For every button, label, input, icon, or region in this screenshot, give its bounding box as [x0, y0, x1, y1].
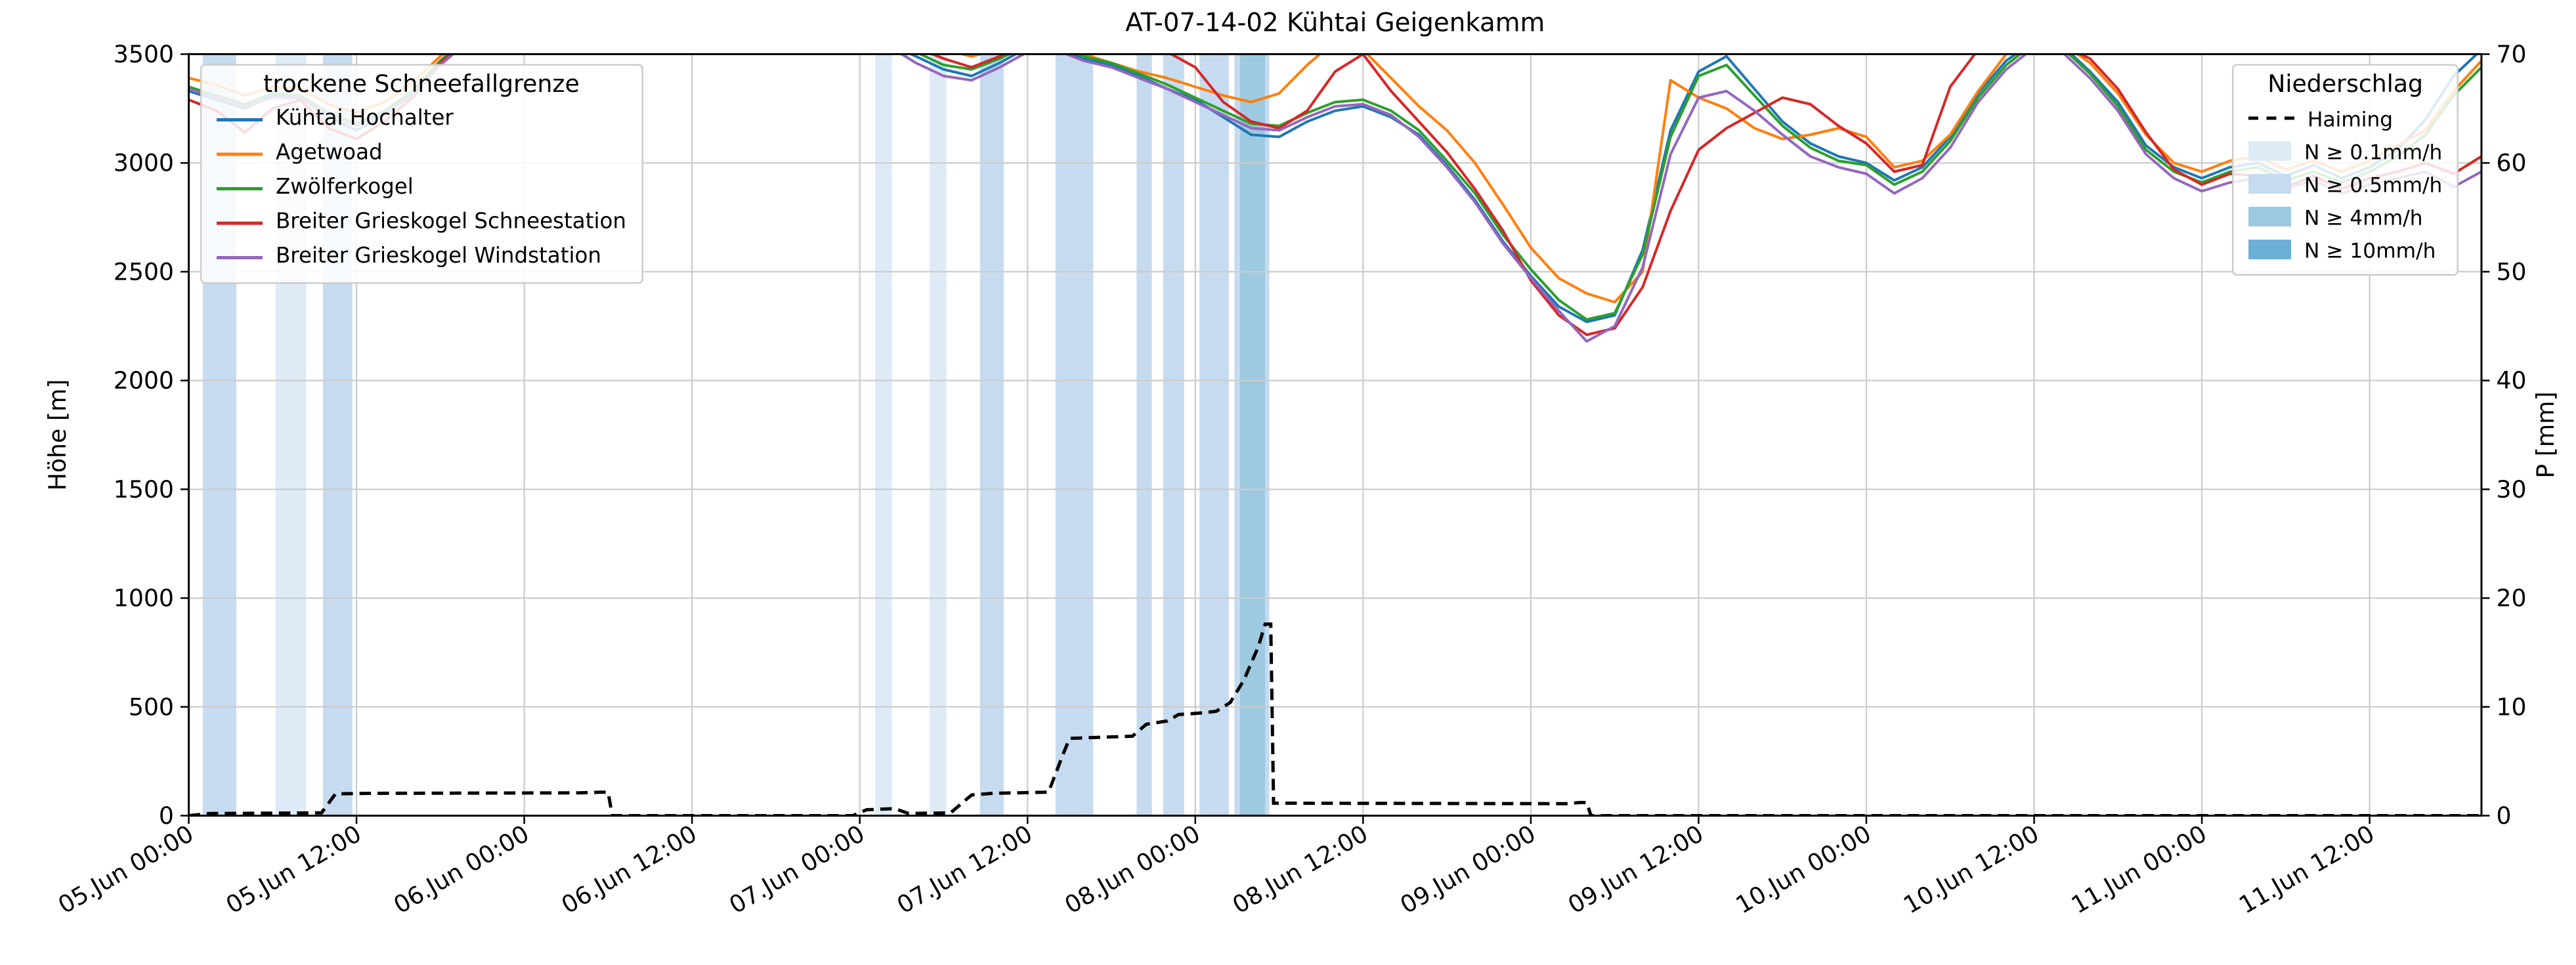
- precip-band-ge01: [875, 54, 892, 816]
- y-tick-label-left: 3000: [114, 149, 174, 177]
- precip-accum-line-haiming: [188, 622, 2481, 816]
- precip-band-ge4: [1239, 54, 1266, 816]
- x-tick-label: 09.Jun 12:00: [1563, 819, 1708, 919]
- y-axis-label-left: Höhe [m]: [46, 379, 72, 491]
- legend-precip-title: Niederschlag: [2267, 72, 2424, 98]
- y-tick-label-right: 40: [2496, 366, 2526, 395]
- line-swatch-icon: [217, 186, 263, 190]
- legend-item-label: N ≥ 10mm/h: [2304, 237, 2436, 262]
- legend-item-n-ge-10: N ≥ 10mm/h: [2248, 233, 2442, 266]
- y-tick-label-right: 10: [2496, 693, 2526, 721]
- y-tick-label-right: 30: [2496, 475, 2526, 504]
- legend-item-grieskogel-windstation: Breiter Grieskogel Windstation: [217, 240, 626, 274]
- line-swatch-icon: [217, 255, 263, 259]
- legend-item-kuehtai-hochalter: Kühtai Hochalter: [217, 102, 626, 137]
- chart-title: AT-07-14-02 Kühtai Geigenkamm: [1125, 8, 1545, 38]
- precip-patch-icon: [2248, 141, 2291, 161]
- legend-item-n-ge-0p5: N ≥ 0.5mm/h: [2248, 167, 2442, 200]
- x-tick-label: 06.Jun 00:00: [389, 819, 534, 919]
- precip-band-ge05: [1163, 54, 1184, 816]
- x-tick-label: 10.Jun 12:00: [1899, 819, 2044, 919]
- precip-band-ge05: [979, 54, 1004, 816]
- x-tick-label: 05.Jun 00:00: [53, 819, 198, 919]
- series-line-2: [188, 54, 2481, 321]
- x-tick-label: 07.Jun 00:00: [724, 819, 869, 919]
- series-line-4: [188, 54, 2481, 343]
- y-tick-label-left: 500: [129, 693, 174, 721]
- precip-band-ge05: [1199, 54, 1229, 816]
- legend-item-n-ge-4: N ≥ 4mm/h: [2248, 200, 2442, 233]
- series-line-3: [188, 54, 2481, 337]
- x-tick-label: 11.Jun 00:00: [2067, 819, 2212, 919]
- y-tick-label-right: 0: [2496, 802, 2511, 830]
- y-tick-label-left: 2000: [114, 366, 174, 395]
- y-axis-label-right: P [mm]: [2534, 391, 2560, 479]
- legend-item-haiming: Haiming: [2248, 102, 2442, 135]
- x-tick-label: 07.Jun 12:00: [892, 819, 1037, 919]
- x-tick-label: 05.Jun 12:00: [221, 819, 366, 919]
- legend-item-label: Agetwoad: [276, 141, 383, 166]
- x-tick-label: 11.Jun 12:00: [2234, 819, 2379, 919]
- axes-frame: [187, 53, 2483, 817]
- x-tick-label: 09.Jun 00:00: [1396, 819, 1541, 919]
- x-tick-label: 10.Jun 00:00: [1731, 819, 1876, 919]
- y-tick-label-right: 60: [2496, 149, 2526, 177]
- x-tick-label: 08.Jun 12:00: [1228, 819, 1373, 919]
- y-tick-label-right: 70: [2496, 40, 2526, 68]
- tick-layer: [180, 53, 2490, 824]
- x-tick-label: 08.Jun 00:00: [1060, 819, 1205, 919]
- legend-item-label: Breiter Grieskogel Schneestation: [276, 210, 626, 235]
- series-line-1: [188, 54, 2481, 304]
- precip-patch-icon: [2248, 240, 2291, 259]
- y-tick-label-left: 1500: [114, 475, 174, 504]
- legend-item-label: N ≥ 0.5mm/h: [2304, 171, 2443, 196]
- legend-item-grieskogel-schneestation: Breiter Grieskogel Schneestation: [217, 205, 626, 240]
- legend-item-label: Kühtai Hochalter: [276, 106, 454, 132]
- x-tick-label: 06.Jun 12:00: [557, 819, 702, 919]
- legend-snowline: trockene Schneefallgrenze Kühtai Hochalt…: [200, 64, 643, 284]
- series-line-0: [188, 54, 2479, 324]
- y-tick-label-right: 50: [2496, 257, 2526, 286]
- y-tick-label-right: 20: [2496, 584, 2526, 612]
- precip-band-ge01: [930, 54, 947, 816]
- precip-band-ge05: [1136, 54, 1152, 816]
- legend-item-n-ge-0p1: N ≥ 0.1mm/h: [2248, 135, 2442, 167]
- line-swatch-icon: [217, 117, 263, 121]
- legend-item-label: N ≥ 0.1mm/h: [2304, 139, 2443, 163]
- legend-item-label: Zwölferkogel: [276, 175, 414, 201]
- legend-precip: Niederschlag Haiming N ≥ 0.1mm/h N ≥ 0.5…: [2232, 64, 2459, 276]
- y-tick-label-left: 1000: [114, 584, 174, 612]
- legend-snowline-title: trockene Schneefallgrenze: [263, 72, 580, 98]
- y-tick-label-left: 3500: [114, 40, 174, 68]
- y-tick-label-left: 0: [159, 802, 174, 830]
- y-tick-label-left: 2500: [114, 257, 174, 286]
- line-swatch-icon: [217, 221, 263, 225]
- line-swatch-icon: [217, 152, 263, 156]
- legend-item-zwoelferkogel: Zwölferkogel: [217, 171, 626, 205]
- legend-item-label: N ≥ 4mm/h: [2304, 204, 2423, 229]
- precip-band-ge05: [1055, 54, 1094, 816]
- legend-item-label: Breiter Grieskogel Windstation: [276, 244, 601, 270]
- series-layer: [188, 54, 2481, 343]
- precip-patch-icon: [2248, 174, 2291, 194]
- precip-patch-icon: [2248, 207, 2291, 226]
- dashed-line-swatch-icon: [2248, 116, 2294, 120]
- legend-item-label: Haiming: [2308, 106, 2394, 131]
- legend-item-agetwoad: Agetwoad: [217, 137, 626, 171]
